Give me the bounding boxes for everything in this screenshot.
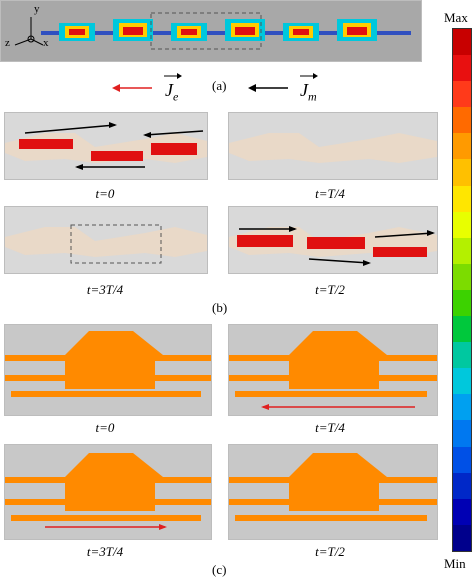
colorbar-segment	[453, 81, 471, 108]
axis-y-label: y	[34, 3, 40, 15]
je-label: Je	[165, 80, 179, 104]
panel-c-t3quarter	[4, 444, 212, 540]
colorbar-segment	[453, 368, 471, 395]
axis-x-label: x	[43, 37, 49, 49]
panel-c-t0	[4, 324, 212, 416]
time-label-b-br: t=T/2	[315, 282, 345, 297]
time-label-b-tr: t=T/4	[315, 186, 345, 201]
axis-triad	[14, 17, 44, 46]
colorbar-segment	[453, 394, 471, 421]
colorbar-max-label: Max	[444, 10, 468, 25]
panel-c-label: (c)	[212, 562, 227, 577]
panel-c-tquarter	[228, 324, 438, 416]
panel-a-graphic	[14, 12, 411, 50]
current-legend	[112, 73, 318, 92]
time-label-b-bl: t=3T/4	[86, 282, 124, 297]
colorbar-min-label: Min	[444, 556, 466, 571]
panel-a-overview: y z x	[0, 0, 422, 62]
panel-b-label: (b)	[212, 300, 228, 315]
zoom-box-a	[150, 12, 262, 50]
colorbar-segment	[453, 420, 471, 447]
colorbar-segment	[453, 185, 471, 212]
panel-b-t3quarter	[4, 206, 208, 274]
time-label-c-br: t=T/2	[315, 544, 345, 559]
panel-b-thalf	[228, 206, 438, 274]
colorbar-segment	[453, 237, 471, 264]
colorbar-segment	[453, 289, 471, 317]
colorbar-segment	[453, 524, 471, 551]
colorbar-segment	[453, 133, 471, 160]
colorbar-segment	[453, 159, 471, 186]
colorbar-segment	[453, 263, 471, 290]
colorbar-segment	[453, 29, 471, 56]
panel-b-tquarter	[228, 112, 438, 180]
panel-c-thalf	[228, 444, 438, 540]
colorbar-segment	[453, 342, 471, 369]
colorbar	[452, 28, 472, 552]
panel-a-label: (a)	[212, 78, 227, 93]
time-label-c-tl: t=0	[95, 420, 115, 435]
time-label-c-bl: t=3T/4	[86, 544, 124, 559]
panel-b-t0	[4, 112, 208, 180]
time-label-b-tl: t=0	[95, 186, 115, 201]
resonator-row	[59, 19, 377, 41]
colorbar-segment	[453, 498, 471, 525]
colorbar-segment	[453, 316, 471, 343]
axis-z-label: z	[5, 37, 10, 49]
colorbar-segment	[453, 472, 471, 499]
colorbar-segment	[453, 446, 471, 473]
colorbar-segment	[453, 55, 471, 82]
jm-label: Jm	[300, 80, 317, 104]
time-label-c-tr: t=T/4	[315, 420, 345, 435]
colorbar-segment	[453, 211, 471, 238]
colorbar-segment	[453, 107, 471, 134]
